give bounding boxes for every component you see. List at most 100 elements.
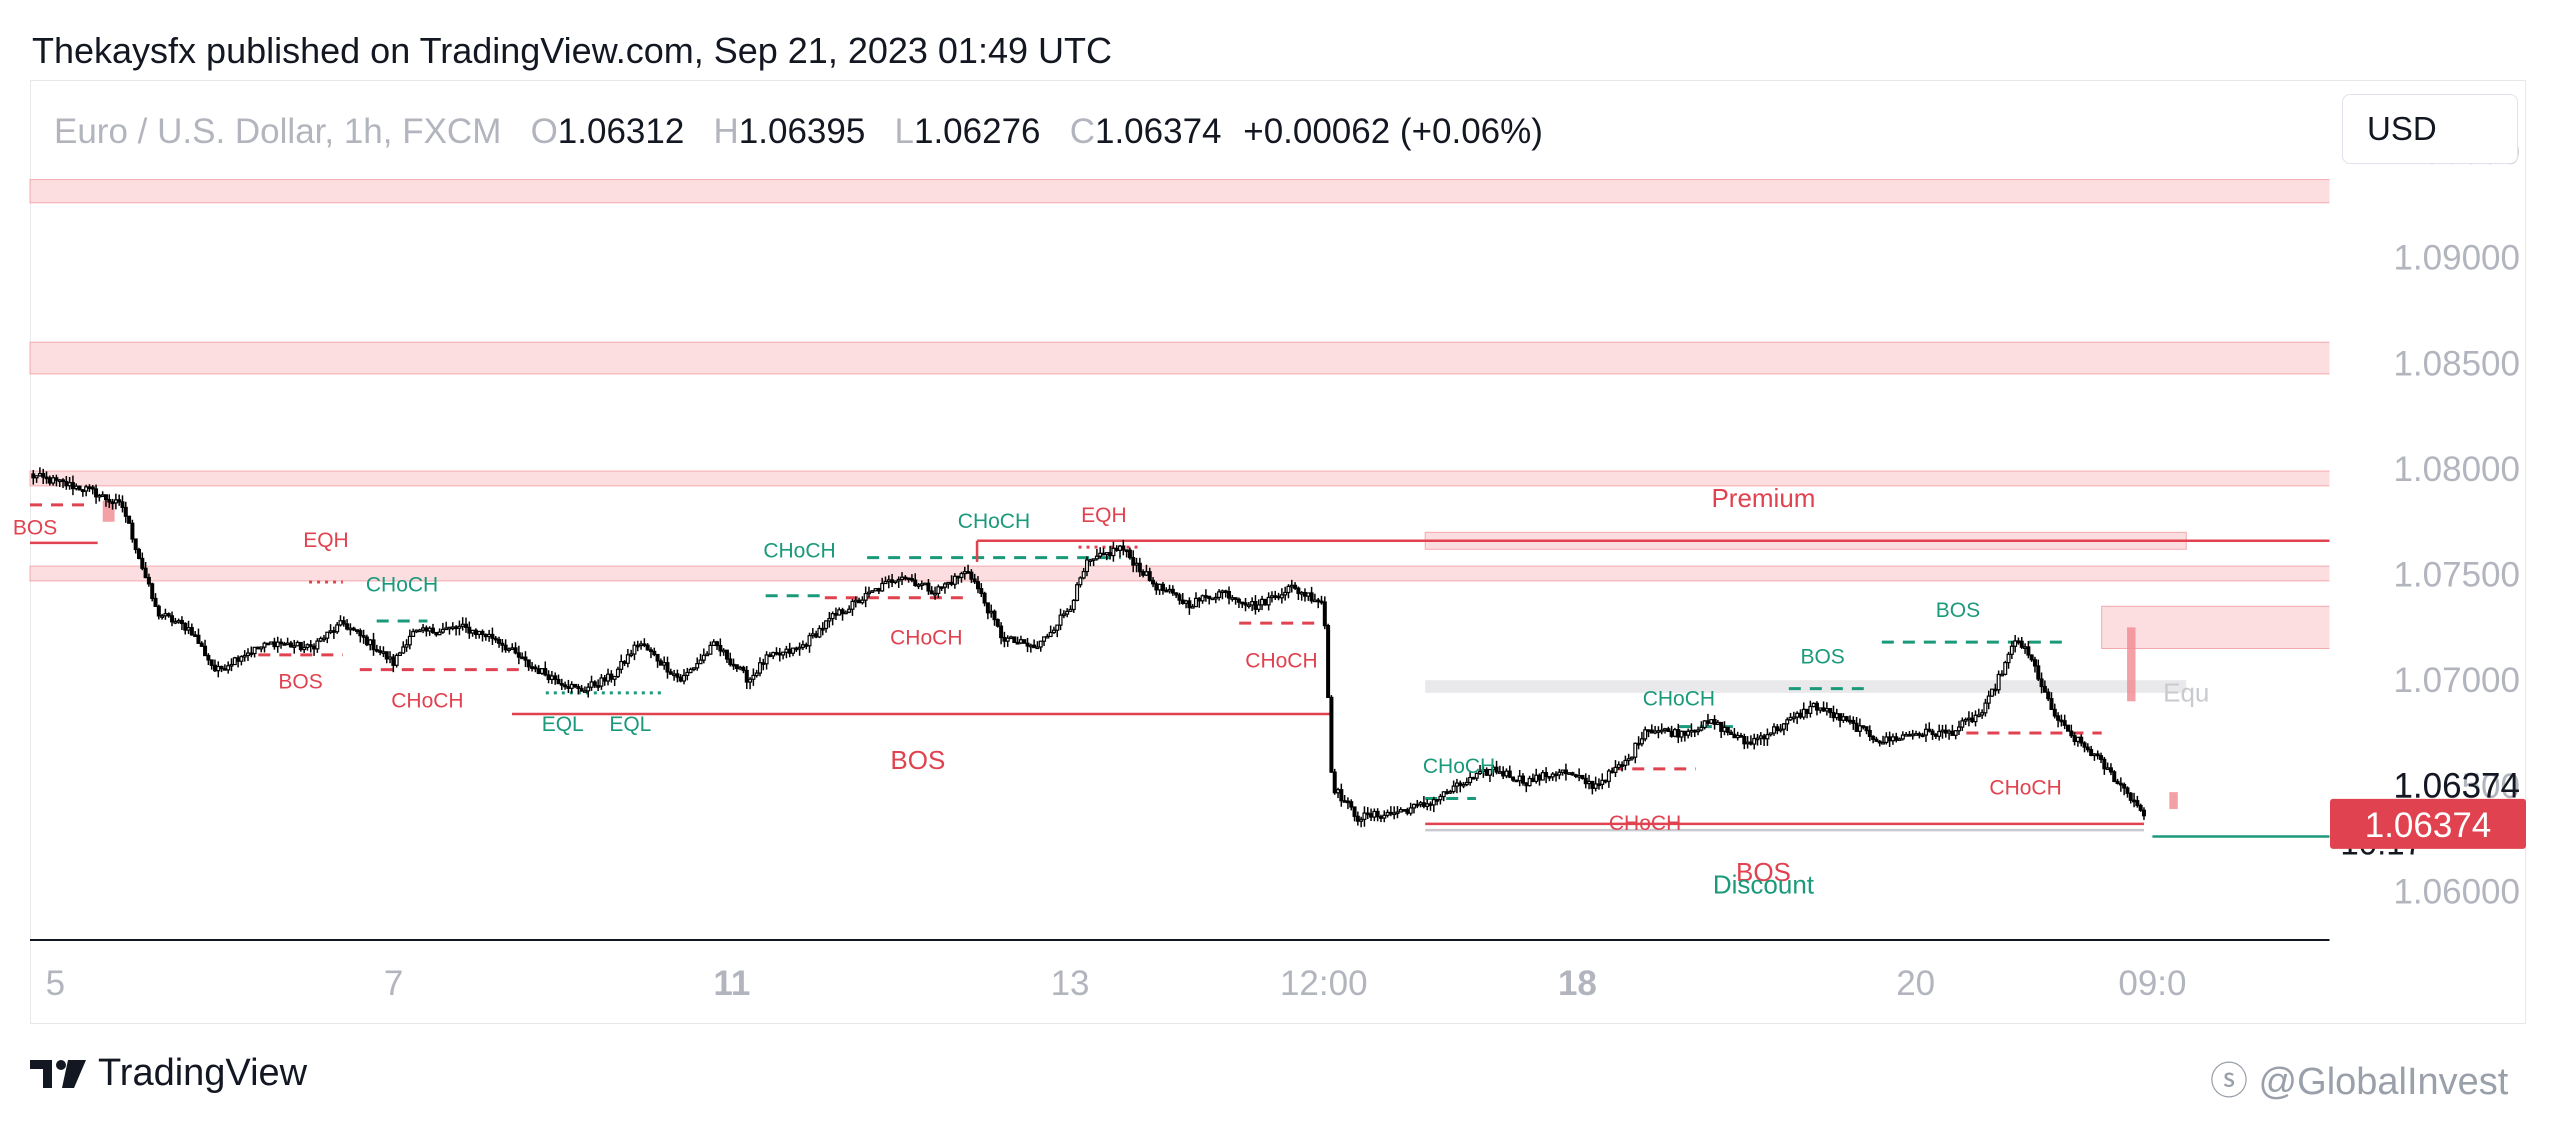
candle xyxy=(1392,806,1397,820)
candle xyxy=(100,491,105,498)
supply-zone xyxy=(29,341,2331,375)
candle xyxy=(133,538,138,554)
candle xyxy=(533,664,538,673)
candle xyxy=(265,642,270,646)
candle xyxy=(341,616,346,627)
candle xyxy=(969,569,974,583)
candle xyxy=(1118,544,1123,558)
candle xyxy=(556,674,561,685)
candle xyxy=(1051,626,1056,634)
candle xyxy=(800,640,805,651)
candle xyxy=(972,573,977,585)
structure-labels-layer: BOS EQH CHoCH BOS CHoCH EQL EQL BOS CHoCH CHoCH CH… xyxy=(13,483,2209,900)
candle xyxy=(1828,707,1833,718)
currency-button[interactable]: USD xyxy=(2342,94,2518,164)
candle xyxy=(1729,729,1734,736)
candle xyxy=(1910,729,1915,740)
candle xyxy=(1933,732,1938,740)
candle xyxy=(239,655,244,666)
candle xyxy=(1487,768,1492,782)
candle xyxy=(1844,715,1849,723)
x-tick-label: 20 xyxy=(1896,964,1935,1003)
candle xyxy=(516,645,521,665)
candle xyxy=(1534,768,1539,784)
candle xyxy=(1970,712,1975,724)
candle xyxy=(2108,763,2113,776)
candle xyxy=(1296,586,1301,601)
candle xyxy=(959,571,964,583)
candle xyxy=(2128,792,2133,804)
watermark: ⓢ @GlobalInvest xyxy=(2210,1061,2509,1103)
candle xyxy=(718,638,723,657)
candle xyxy=(1560,769,1565,776)
candle xyxy=(787,642,792,658)
candle xyxy=(2056,712,2061,728)
candle xyxy=(1567,772,1572,775)
candle xyxy=(1864,726,1869,735)
candle xyxy=(1871,735,1876,744)
candle xyxy=(1263,598,1268,606)
candle xyxy=(1312,593,1317,603)
candle xyxy=(1266,592,1271,611)
y-tick-label: 1.08500 xyxy=(2393,344,2520,383)
candle xyxy=(295,640,300,647)
candle xyxy=(1639,731,1644,747)
candle xyxy=(480,629,485,642)
candle xyxy=(764,651,769,670)
tradingview-logo[interactable]: TradingView xyxy=(30,1052,307,1095)
candle xyxy=(1164,587,1169,593)
candle xyxy=(2099,752,2104,764)
candle xyxy=(678,674,683,683)
candle xyxy=(1501,766,1506,780)
candle xyxy=(364,634,369,647)
candle xyxy=(1867,725,1872,741)
candle xyxy=(784,645,789,659)
candle xyxy=(203,639,208,657)
candle xyxy=(1593,776,1598,792)
structure-label: Equ xyxy=(2163,677,2209,707)
candle xyxy=(216,661,221,678)
candle xyxy=(563,681,568,690)
candle xyxy=(1461,781,1466,789)
candle xyxy=(1283,586,1288,601)
candle xyxy=(1702,720,1707,730)
candle xyxy=(652,647,657,657)
candle xyxy=(1127,547,1132,560)
candle xyxy=(1983,698,1988,717)
candle xyxy=(308,640,313,653)
structure-label: CHoCH xyxy=(763,540,835,563)
candle xyxy=(1831,705,1836,722)
candle xyxy=(857,597,862,604)
candle xyxy=(979,583,984,597)
candle xyxy=(1646,729,1651,738)
candle xyxy=(1355,811,1360,826)
candle xyxy=(1372,808,1377,822)
structure-label: CHoCH xyxy=(1609,812,1681,835)
candle xyxy=(1428,801,1433,811)
candle xyxy=(1600,773,1605,790)
candle xyxy=(1851,716,1856,730)
candle xyxy=(457,620,462,636)
candle xyxy=(1187,597,1192,615)
candle xyxy=(1378,814,1383,823)
candle xyxy=(1841,713,1846,723)
candle xyxy=(916,582,921,590)
candle xyxy=(1580,774,1585,780)
candle xyxy=(2122,782,2127,796)
candle xyxy=(1791,711,1796,723)
candle xyxy=(1705,713,1710,726)
candle xyxy=(1084,556,1089,577)
candle xyxy=(919,580,924,590)
y-tick-label: 1.06000 xyxy=(2393,872,2520,911)
candle xyxy=(1920,732,1925,738)
candle xyxy=(1715,719,1720,726)
candle xyxy=(1960,717,1965,731)
candle xyxy=(179,616,184,630)
candle xyxy=(1785,717,1790,732)
candle xyxy=(84,484,89,497)
candle xyxy=(1798,709,1803,720)
candle xyxy=(1088,558,1093,567)
candle xyxy=(199,641,204,647)
candle xyxy=(1577,768,1582,782)
